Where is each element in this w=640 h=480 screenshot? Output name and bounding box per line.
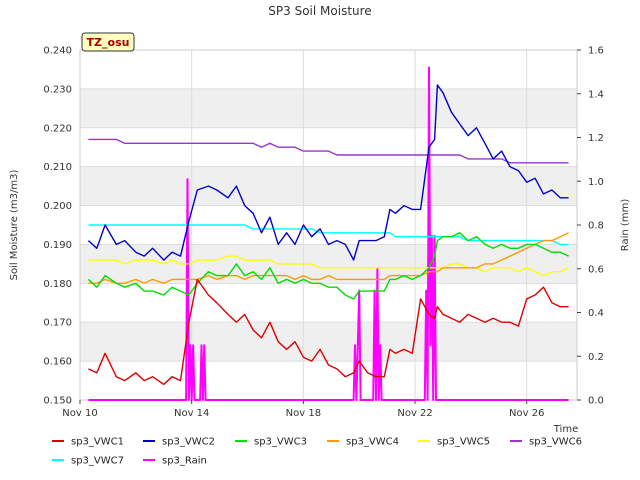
series-line-sp3-rain [88, 66, 569, 401]
y2-axis-title: Rain (mm) [620, 199, 631, 252]
legend-label: sp3_VWC7 [71, 456, 124, 467]
y-tick-label: 0.170 [43, 318, 72, 329]
badge-label: TZ_osu [87, 36, 130, 49]
y-tick-label: 0.190 [43, 240, 72, 251]
y2-tick-label: 0.8 [588, 221, 604, 232]
legend-label: sp3_VWC3 [254, 437, 307, 448]
axes-layer: 0.150 0.160 0.170 0.180 0.190 0.200 0.210 0.220… [43, 46, 604, 420]
legend-label: sp3_VWC6 [529, 437, 582, 448]
legend: sp3_VWC1 sp3_VWC2 sp3_VWC3 sp3_VWC4 sp3_VWC5… [52, 437, 582, 467]
grid-band [80, 88, 577, 128]
y-tick-label: 0.240 [43, 46, 72, 57]
y-tick-label: 0.180 [43, 279, 72, 290]
x-axis-title: Time [553, 424, 578, 435]
legend-label: sp3_VWC2 [162, 437, 215, 448]
grid-bands [80, 88, 577, 362]
y2-tick-label: 0.6 [588, 264, 604, 275]
station-badge: TZ_osu [81, 32, 135, 52]
y2-tick-label: 1.2 [588, 133, 604, 144]
y2-tick-label: 0.2 [588, 352, 604, 363]
badge-box [81, 32, 135, 52]
series-line-sp3-vwc5 [88, 255, 569, 277]
series-line-sp3-vwc2 [87, 84, 569, 261]
y2-tick-label: 1.0 [588, 177, 604, 188]
y-tick-label: 0.160 [43, 357, 72, 368]
y-tick-label: 0.200 [43, 201, 72, 212]
y-tick-label: 0.210 [43, 162, 72, 173]
legend-label: sp3_VWC5 [437, 437, 490, 448]
grid-band [80, 322, 577, 362]
x-tick-label: Nov 18 [286, 408, 321, 419]
y2-tick-label: 1.6 [588, 46, 604, 57]
grid-band [80, 166, 577, 206]
series-line-sp3-vwc3 [87, 232, 569, 300]
y2-tick-label: 0.4 [588, 308, 604, 319]
x-tick-label: Nov 26 [509, 408, 544, 419]
series-line-sp3-vwc7 [88, 224, 569, 246]
x-tick-label: Nov 22 [397, 408, 432, 419]
y-tick-label: 0.150 [43, 396, 72, 407]
legend-label: sp3_VWC1 [71, 437, 124, 448]
x-tick-label: Nov 14 [174, 408, 209, 419]
y2-tick-label: 1.4 [588, 89, 604, 100]
series-line-sp3-vwc1 [88, 278, 569, 386]
series-line-sp3-vwc4 [88, 232, 569, 284]
series-line-sp3-vwc6 [88, 138, 569, 164]
series-layer [87, 66, 569, 401]
y-tick-label: 0.230 [43, 84, 72, 95]
chart-title: SP3 Soil Moisture [268, 4, 371, 18]
x-tick-label: Nov 10 [62, 408, 97, 419]
legend-label: sp3_Rain [162, 456, 207, 467]
y-axis-title: Soil Moisture (m3/m3) [9, 170, 20, 281]
y2-tick-label: 0.0 [588, 396, 604, 407]
y-tick-label: 0.220 [43, 123, 72, 134]
legend-label: sp3_VWC4 [346, 437, 399, 448]
